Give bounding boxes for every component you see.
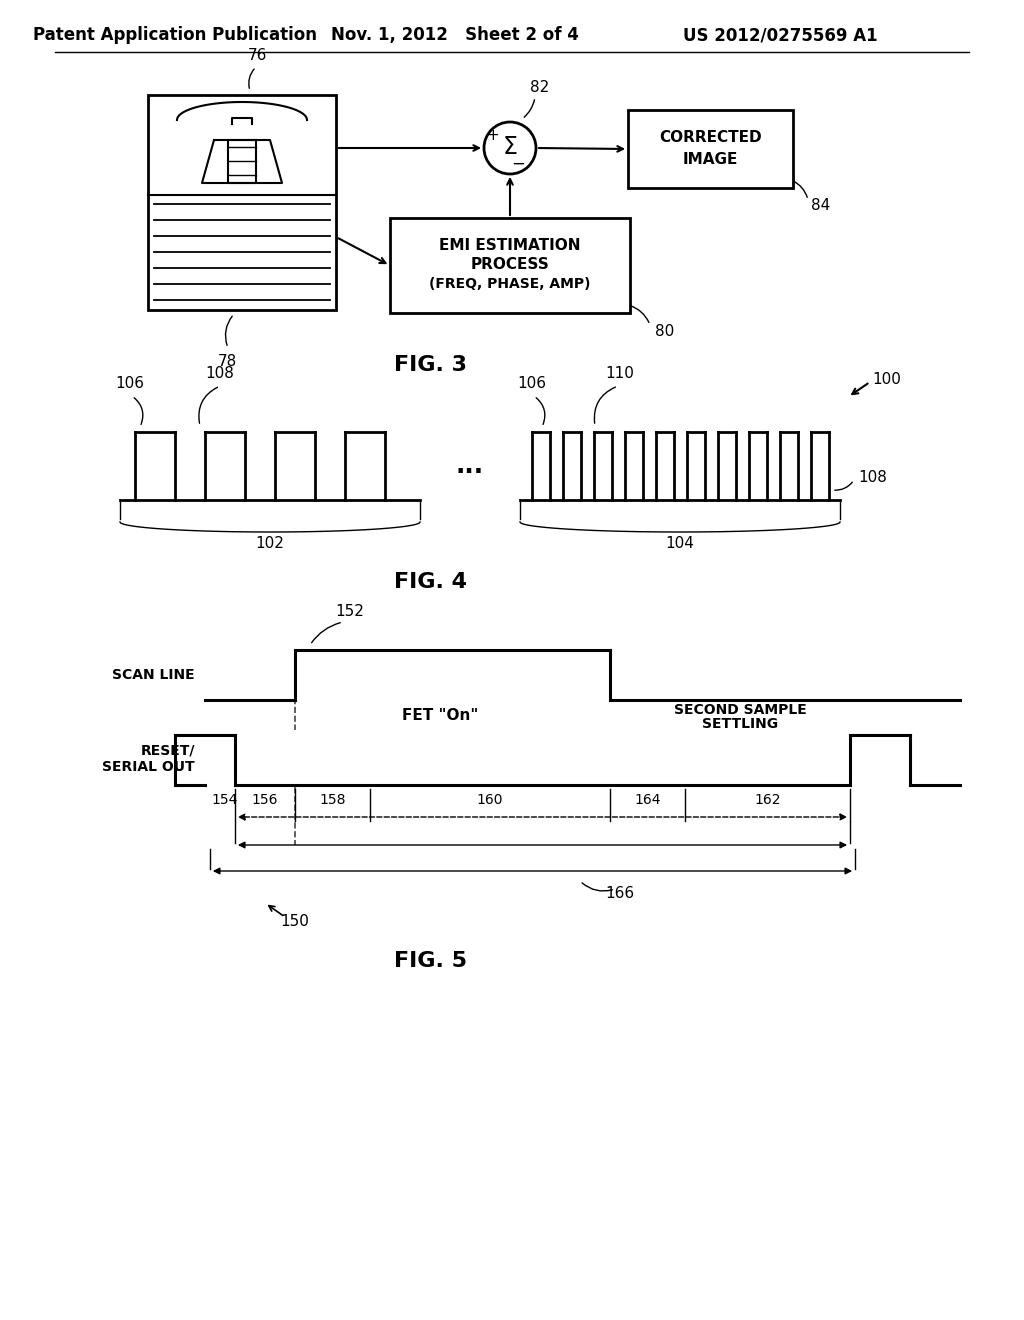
Text: 166: 166	[605, 886, 635, 900]
Text: 100: 100	[872, 372, 901, 388]
Text: SETTLING: SETTLING	[701, 718, 778, 731]
Text: FIG. 5: FIG. 5	[393, 950, 467, 972]
Text: US 2012/0275569 A1: US 2012/0275569 A1	[683, 26, 878, 44]
Text: Nov. 1, 2012   Sheet 2 of 4: Nov. 1, 2012 Sheet 2 of 4	[331, 26, 579, 44]
Bar	[390, 218, 630, 313]
Bar	[148, 95, 336, 310]
Bar	[228, 140, 256, 183]
Text: IMAGE: IMAGE	[683, 152, 738, 166]
Text: 106: 106	[116, 376, 144, 392]
Text: SECOND SAMPLE: SECOND SAMPLE	[674, 702, 806, 717]
Text: 160: 160	[477, 793, 503, 807]
Text: (FREQ, PHASE, AMP): (FREQ, PHASE, AMP)	[429, 276, 591, 290]
Text: FIG. 4: FIG. 4	[393, 572, 467, 591]
Text: 104: 104	[666, 536, 694, 552]
Text: PROCESS: PROCESS	[471, 257, 549, 272]
Text: 150: 150	[281, 913, 309, 928]
Text: EMI ESTIMATION: EMI ESTIMATION	[439, 238, 581, 253]
Text: 152: 152	[336, 605, 365, 619]
Text: 164: 164	[634, 793, 660, 807]
Text: CORRECTED: CORRECTED	[659, 131, 762, 145]
Text: 106: 106	[517, 376, 547, 392]
Text: 156: 156	[252, 793, 279, 807]
Text: 108: 108	[206, 367, 234, 381]
Text: 110: 110	[605, 367, 635, 381]
Text: SCAN LINE: SCAN LINE	[113, 668, 195, 682]
Text: 102: 102	[256, 536, 285, 552]
Text: 78: 78	[217, 355, 237, 370]
Text: 108: 108	[858, 470, 887, 486]
Text: 162: 162	[755, 793, 780, 807]
Text: ...: ...	[456, 454, 484, 478]
Text: 76: 76	[248, 48, 266, 62]
Text: $\Sigma$: $\Sigma$	[502, 135, 518, 158]
Text: 80: 80	[655, 323, 674, 338]
Text: 82: 82	[530, 79, 550, 95]
Text: Patent Application Publication: Patent Application Publication	[33, 26, 317, 44]
Bar	[628, 110, 793, 187]
Text: 84: 84	[811, 198, 830, 214]
Text: FIG. 3: FIG. 3	[393, 355, 467, 375]
Text: RESET/: RESET/	[140, 744, 195, 758]
Text: +: +	[486, 128, 500, 143]
Text: 154: 154	[212, 793, 239, 807]
Text: 158: 158	[319, 793, 346, 807]
Text: −: −	[511, 154, 525, 173]
Text: FET "On": FET "On"	[401, 708, 478, 723]
Text: SERIAL OUT: SERIAL OUT	[102, 760, 195, 774]
